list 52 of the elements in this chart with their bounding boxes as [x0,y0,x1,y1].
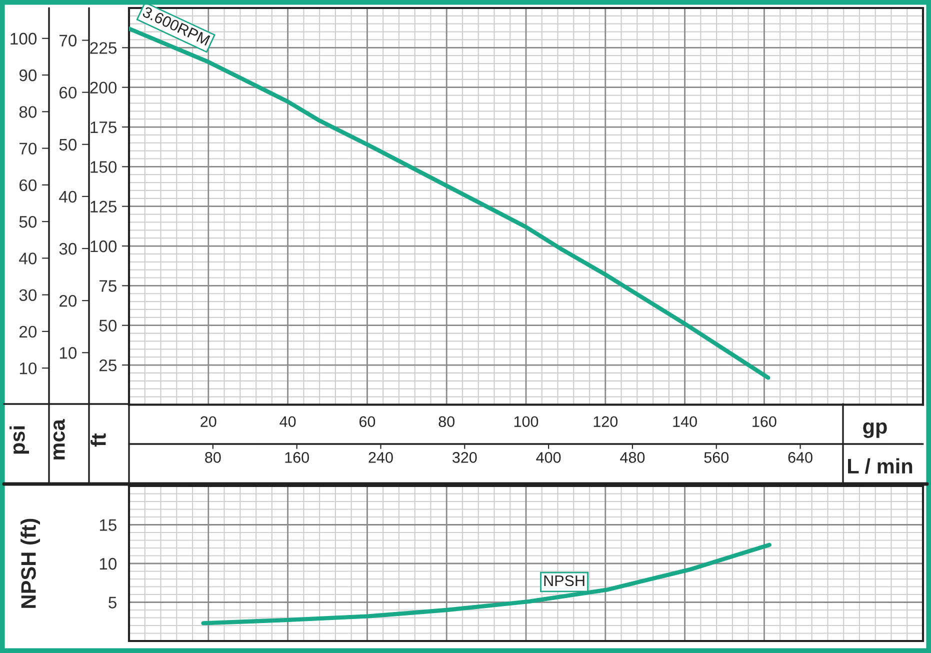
y3-tick-label: 10 [60,347,77,359]
x2-tick-label: 320 [452,452,477,463]
y3-tick-label: 70 [60,34,77,46]
y-tick-label: 125 [90,200,116,213]
x-tick-label: 60 [359,416,376,428]
x-tick-label: 40 [280,416,296,428]
y2-tick-label: 30 [19,289,37,302]
y-tick-label: 75 [100,280,116,292]
x2-tick-label: 480 [620,452,645,463]
y2-tick-label: 80 [19,106,37,118]
x-tick-label: 100 [514,416,538,428]
y-tick-label: 50 [99,320,117,332]
y3-tick-label: 60 [60,86,77,99]
y2-tick-label: 10 [20,362,37,374]
y-tick-label: 175 [90,122,116,134]
y3-axis-title: mca [53,419,65,460]
x2-tick-label: 560 [704,452,729,463]
y2-tick-label: 70 [20,142,37,154]
y-axis-title: NPSH (ft) [20,518,40,608]
x-tick-label: 160 [752,416,776,428]
y3-tick-label: 30 [59,242,77,255]
y3-tick-label: 50 [59,138,77,151]
y3-tick-label: 40 [59,190,77,203]
y-tick-label: 10 [100,558,117,570]
y2-tick-label: 40 [19,252,37,264]
y2-tick-label: 20 [19,326,37,338]
y2-tick-label: 60 [20,179,37,192]
y-tick-label: 15 [100,519,116,531]
y-tick-label: 100 [90,240,117,252]
y2-axis-title: psi [10,426,29,454]
y2-tick-label: 100 [10,32,37,45]
x2-axis-title: L / min [848,458,912,474]
x2-tick-label: 640 [788,452,812,463]
x-tick-label: 80 [438,416,454,428]
series-label: NPSH [544,575,584,586]
y-axis-title: ft [90,433,106,447]
x-tick-label: 20 [200,416,216,428]
x2-tick-label: 240 [368,452,393,463]
y3-tick-label: 20 [59,294,77,307]
x-tick-label: 120 [594,416,618,428]
x2-tick-label: 80 [205,452,221,463]
y-tick-label: 150 [90,161,117,173]
y2-tick-label: 50 [19,216,37,228]
x2-tick-label: 400 [536,452,561,463]
y-tick-label: 25 [99,359,116,372]
y-tick-label: 200 [90,82,117,94]
y-tick-label: 5 [108,596,116,608]
x-axis-title: gp [863,422,887,438]
y2-tick-label: 90 [19,69,37,82]
y-tick-label: 225 [90,42,116,54]
x-tick-label: 140 [673,416,697,428]
x2-tick-label: 160 [285,452,309,463]
